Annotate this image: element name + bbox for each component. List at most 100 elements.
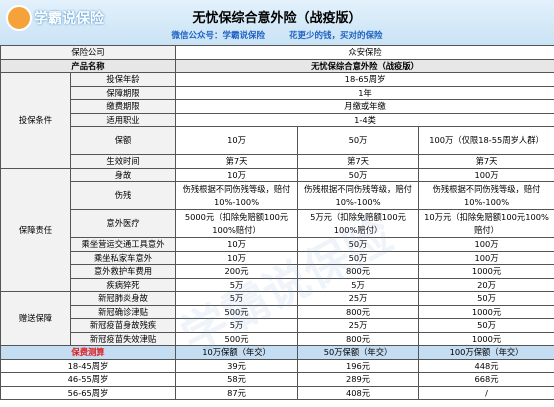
cell: 500元	[175, 331, 299, 346]
logo: 学霸说保险	[34, 11, 104, 27]
cell: 5万元（扣除免赔额100元100%赔付）	[297, 209, 420, 238]
cell: 200元	[175, 264, 299, 279]
row-label: 保障期限	[69, 85, 177, 100]
cell: 1年	[175, 85, 554, 100]
cell: 39元	[175, 358, 299, 373]
premium-label: 保费测算	[0, 345, 177, 360]
row-label: 乘坐私家车意外	[69, 250, 177, 265]
header: 学霸说保险 无忧保综合意外险（战疫版） 微信公众号：学霸说保险 花更少的钱，买对的…	[0, 0, 554, 45]
subtitle-left: 微信公众号：学霸说保险	[171, 31, 265, 41]
row-label: 保额	[69, 126, 177, 155]
table: 保险公司 众安保险 产品名称 无忧保综合意外险（战疫版） 投保条件 投保年龄 18-65周岁…	[0, 45, 554, 400]
cell: 10万	[175, 126, 299, 155]
cell: /	[418, 385, 554, 400]
row: 适用职业 1-4类	[1, 112, 554, 127]
cell: 10万	[175, 167, 299, 182]
cell: 伤残根据不同伤残等级，赔付10%-100%	[175, 181, 299, 210]
title: 无忧保综合意外险（战疫版）	[192, 11, 362, 26]
row-label: 投保年龄	[69, 72, 177, 87]
cell: 5万	[175, 277, 299, 292]
row-label: 缴费期限	[69, 99, 177, 114]
cell: 第7天	[297, 154, 420, 169]
row-label: 疾病猝死	[69, 277, 177, 292]
cell: 58元	[175, 372, 299, 387]
cell: 5万	[175, 318, 299, 333]
cell: 5万	[297, 277, 420, 292]
cell: 289元	[297, 372, 420, 387]
row-label: 伤残	[69, 181, 177, 210]
row: 18-45周岁 39元 196元 448元	[0, 358, 554, 373]
cell: 50万	[297, 167, 420, 182]
cell: 50万	[418, 318, 554, 333]
row: 伤残 伤残根据不同伤残等级，赔付10%-100% 伤残根据不同伤残等级，赔付10%-…	[1, 181, 554, 210]
column-header: 100万保额（年交）	[418, 345, 554, 360]
row: 赠送保障 新冠肺炎身故 5万 25万 50万	[0, 291, 554, 346]
cell: 10万	[175, 237, 299, 252]
row: 46-55周岁 58元 289元 668元	[0, 372, 554, 387]
row: 新冠疫苗身故残疾 5万 25万 50万	[1, 318, 554, 333]
cell: 月缴或年缴	[175, 99, 554, 114]
cell: 800元	[297, 331, 420, 346]
row-label: 新冠疫苗身故残疾	[69, 318, 177, 333]
row: 保费测算 10万保额（年交） 50万保额（年交） 100万保额（年交）	[0, 345, 554, 360]
row-label: 56-65周岁	[0, 385, 177, 400]
group-label: 赠送保障	[0, 291, 71, 346]
column-header: 50万保额（年交）	[297, 345, 420, 360]
cell: 1000元	[418, 304, 554, 319]
cell: 800元	[297, 304, 420, 319]
row-label: 适用职业	[69, 112, 177, 127]
row: 产品名称 无忧保综合意外险（战疫版）	[0, 58, 554, 73]
cell: 第7天	[418, 154, 554, 169]
row: 疾病猝死 5万 5万 20万	[1, 277, 554, 292]
row: 保险公司 众安保险	[0, 45, 554, 60]
cell: 87元	[175, 385, 299, 400]
cell: 448元	[418, 358, 554, 373]
row: 新冠确诊津贴 500元 800元 1000元	[1, 304, 554, 319]
row-label: 产品名称	[0, 58, 177, 73]
cell: 800元	[297, 264, 420, 279]
subtitle: 微信公众号：学霸说保险 花更少的钱，买对的保险	[0, 29, 554, 41]
cell: 20万	[418, 277, 554, 292]
column-header: 10万保额（年交）	[175, 345, 299, 360]
cell: 1000元	[418, 331, 554, 346]
cell: 伤残根据不同伤残等级，赔付10%-100%	[297, 181, 420, 210]
row-label: 意外医疗	[69, 209, 177, 238]
group-label: 投保条件	[0, 72, 71, 169]
cell: 10万元（扣除免赔额100元100%赔付）	[418, 209, 554, 238]
row-label: 新冠确诊津贴	[69, 304, 177, 319]
row-label: 保险公司	[0, 45, 177, 60]
cell: 第7天	[175, 154, 299, 169]
cell: 668元	[418, 372, 554, 387]
cell: 500元	[175, 304, 299, 319]
row: 56-65周岁 87元 408元 /	[0, 385, 554, 400]
row-label: 意外救护车费用	[69, 264, 177, 279]
row: 生效时间 第7天 第7天 第7天	[1, 154, 554, 169]
cell: 408元	[297, 385, 420, 400]
cell: 众安保险	[175, 45, 554, 60]
logo-icon	[6, 5, 32, 31]
row: 保障责任 身故 10万 50万 100万	[0, 167, 554, 292]
row: 乘坐私家车意外 10万 50万 100万	[1, 250, 554, 265]
cell: 1000元	[418, 264, 554, 279]
cell: 100万	[418, 237, 554, 252]
cell: 50万	[297, 250, 420, 265]
cell: 50万	[297, 237, 420, 252]
cell: 100万（仅限18-55周岁人群）	[418, 126, 554, 155]
row: 意外救护车费用 200元 800元 1000元	[1, 264, 554, 279]
row-label: 新冠肺炎身故	[69, 291, 177, 306]
cell: 100万	[418, 250, 554, 265]
cell: 伤残根据不同伤残等级，赔付10%-100%	[418, 181, 554, 210]
row-label: 身故	[69, 167, 177, 182]
cell: 100万	[418, 167, 554, 182]
subtitle-right: 花更少的钱，买对的保险	[289, 31, 383, 41]
row-label: 18-45周岁	[0, 358, 177, 373]
row-label: 新冠疫苗失效津贴	[69, 331, 177, 346]
cell: 50万	[418, 291, 554, 306]
row: 投保条件 投保年龄 18-65周岁	[0, 72, 554, 169]
row-label: 乘坐营运交通工具意外	[69, 237, 177, 252]
cell: 50万	[297, 126, 420, 155]
cell: 无忧保综合意外险（战疫版）	[175, 58, 554, 73]
row: 保障期限 1年	[1, 85, 554, 100]
cell: 18-65周岁	[175, 72, 554, 87]
